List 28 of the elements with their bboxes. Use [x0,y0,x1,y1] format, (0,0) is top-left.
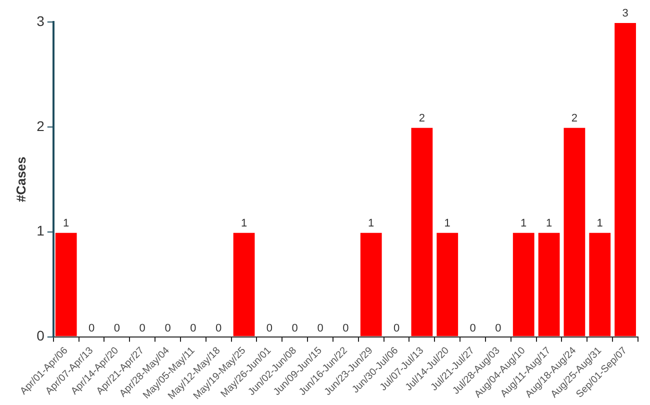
data-label: 0 [393,322,400,334]
data-label: 0 [88,322,95,334]
data-label: 0 [292,322,298,334]
y-tick-label: 3 [36,12,45,29]
data-label: 0 [470,322,476,334]
data-label: 1 [520,217,527,230]
y-axis-title: #Cases [13,156,28,202]
data-label: 3 [622,8,628,20]
data-label: 1 [63,217,70,230]
data-label: 0 [216,322,222,334]
data-label: 0 [342,322,349,334]
data-label: 0 [495,322,502,334]
data-label: 1 [368,217,374,230]
data-label: 2 [418,112,426,124]
y-tick-label: 1 [36,222,45,239]
data-label: 0 [266,322,272,334]
y-tick-label: 2 [36,118,45,134]
data-label: 0 [164,322,171,334]
data-label: 1 [596,217,603,230]
data-label: 2 [571,112,578,124]
data-label: 0 [139,322,146,334]
data-label: 1 [444,217,450,230]
data-label: 1 [546,217,552,230]
y-tick-label: 0 [36,328,45,344]
data-label: 0 [114,322,120,334]
data-label: 1 [240,217,248,230]
data-label: 0 [190,322,196,334]
data-label: 0 [317,322,324,334]
